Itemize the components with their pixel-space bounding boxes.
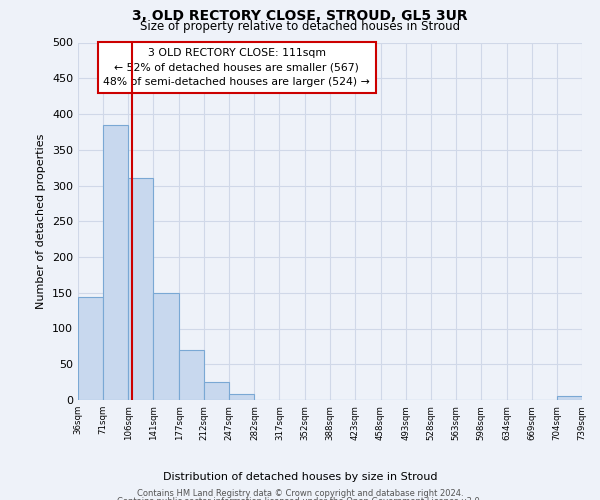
Bar xyxy=(179,350,204,400)
Text: 3, OLD RECTORY CLOSE, STROUD, GL5 3UR: 3, OLD RECTORY CLOSE, STROUD, GL5 3UR xyxy=(132,9,468,23)
Bar xyxy=(103,124,128,400)
Y-axis label: Number of detached properties: Number of detached properties xyxy=(37,134,46,309)
Bar xyxy=(229,394,254,400)
Bar xyxy=(128,178,153,400)
Bar xyxy=(153,293,179,400)
Text: Size of property relative to detached houses in Stroud: Size of property relative to detached ho… xyxy=(140,20,460,33)
Bar xyxy=(78,297,103,400)
Text: Distribution of detached houses by size in Stroud: Distribution of detached houses by size … xyxy=(163,472,437,482)
Text: Contains public sector information licensed under the Open Government Licence v3: Contains public sector information licen… xyxy=(118,496,482,500)
Text: 3 OLD RECTORY CLOSE: 111sqm
← 52% of detached houses are smaller (567)
48% of se: 3 OLD RECTORY CLOSE: 111sqm ← 52% of det… xyxy=(103,48,370,88)
Text: Contains HM Land Registry data © Crown copyright and database right 2024.: Contains HM Land Registry data © Crown c… xyxy=(137,489,463,498)
Bar xyxy=(204,382,229,400)
Bar xyxy=(557,396,582,400)
